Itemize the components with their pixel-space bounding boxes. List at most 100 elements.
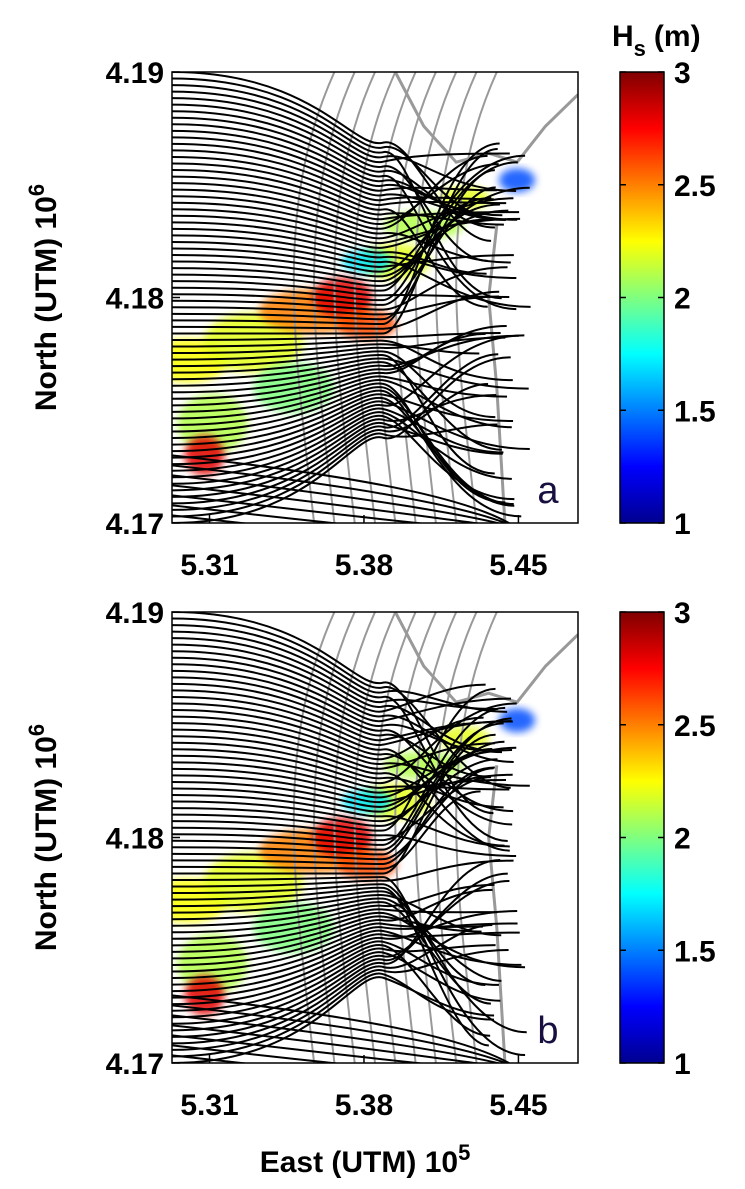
wave-ray [172,901,491,1005]
wave-ray [172,940,499,999]
wave-ray [172,766,495,865]
colorbar-tick-label: 1 [674,1048,691,1081]
wave-ray [172,186,496,306]
wave-ray [172,886,489,1047]
wave-ray [172,103,488,262]
wave-ray [172,154,526,292]
wave-ray [172,767,494,861]
wave-ray [172,735,505,847]
wave-ray [172,911,526,969]
wave-ray [172,931,520,986]
wave-ray [172,356,511,523]
wave-ray [172,746,517,813]
wave-ray [172,350,496,419]
wave-ray [172,883,527,1034]
wave-ray [172,464,509,523]
y-tick-label: 4.19 [106,57,164,90]
y-tick-label: 4.19 [106,597,164,630]
wave-ray [172,702,517,785]
x-tick-label: 5.38 [335,549,393,582]
y-tick-label: 4.18 [106,823,164,856]
y-axis-label-exponent: 6 [24,184,49,196]
wave-ray [172,382,489,511]
wave-ray [172,859,514,888]
y-axis-label-text: North (UTM) 10 [30,196,63,411]
wave-ray [172,295,500,316]
wave-ray [172,923,493,1045]
wave-ray [172,386,514,506]
wave-ray [172,227,517,279]
wave-ray [172,728,495,770]
wave-ray [172,876,526,1057]
y-axis-label: North (UTM) 106 [24,184,63,411]
wave-ray [172,1034,428,1063]
wave-ray [172,375,508,413]
wave-ray [172,474,502,523]
colorbar [619,71,665,524]
wave-ray [172,411,512,480]
wave-ray [172,972,494,1058]
y-axis-label: North (UTM) 106 [24,724,63,951]
wave-ray [172,872,508,1032]
wave-height-blob [499,708,536,733]
wave-ray [172,421,503,498]
wave-ray [172,948,509,1051]
wave-ray [172,717,512,856]
depth-contour [353,72,397,523]
colorbar-title-symbol: H [612,20,634,53]
wave-ray [172,1044,343,1063]
colorbar-tick-label: 2 [674,823,691,856]
wave-ray [172,944,496,1012]
colorbar-tick-label: 3 [674,57,691,90]
wave-ray [172,142,506,222]
wave-ray [172,353,495,475]
wave-ray [172,910,518,993]
wave-ray [172,334,525,466]
wave-ray [172,280,510,299]
wave-ray [172,396,515,507]
wave-ray [172,142,500,325]
map-area [172,72,578,523]
wave-height-blob [184,975,225,1016]
wave-ray [172,353,499,505]
panel-label: a [537,470,559,512]
wave-ray [172,951,501,1019]
wave-ray [172,175,520,221]
wave-ray [172,136,497,192]
wave-ray [172,504,343,523]
colorbar-title: Hs (m) [612,20,701,61]
x-axis-label-exponent: 5 [458,1140,470,1165]
wave-ray [172,382,506,504]
wave-ray [172,893,502,937]
colorbar-tick-label: 3 [674,597,691,630]
wave-ray [172,706,506,846]
wave-ray [172,240,514,268]
wave-ray [172,209,509,278]
wave-ray [172,484,483,523]
colorbar [619,611,665,1064]
wave-ray [172,234,531,308]
wave-ray [172,994,511,1063]
wave-ray [172,883,495,934]
x-tick-label: 5.45 [489,1089,547,1122]
map-area [172,612,578,1063]
wave-height-blob [499,168,536,193]
wave-ray [172,612,494,815]
wave-ray [172,794,510,848]
x-axis-label-text: East (UTM) 10 [260,1146,458,1179]
wave-ray [172,663,511,723]
wave-ray [172,702,510,852]
wave-ray [172,637,498,711]
colorbar-title-unit: (m) [654,20,701,53]
colorbar-tick-label: 2.5 [674,710,716,743]
wave-ray [172,423,498,518]
wave-ray [172,290,500,330]
wave-ray [172,859,501,1038]
depth-contour [434,612,478,1063]
wave-ray [172,715,484,761]
y-axis-label-exponent: 6 [24,724,49,736]
wave-height-blob [184,435,225,476]
wave-ray [172,334,520,394]
wave-ray [172,197,492,273]
colorbar-tick-label: 2 [674,283,691,316]
